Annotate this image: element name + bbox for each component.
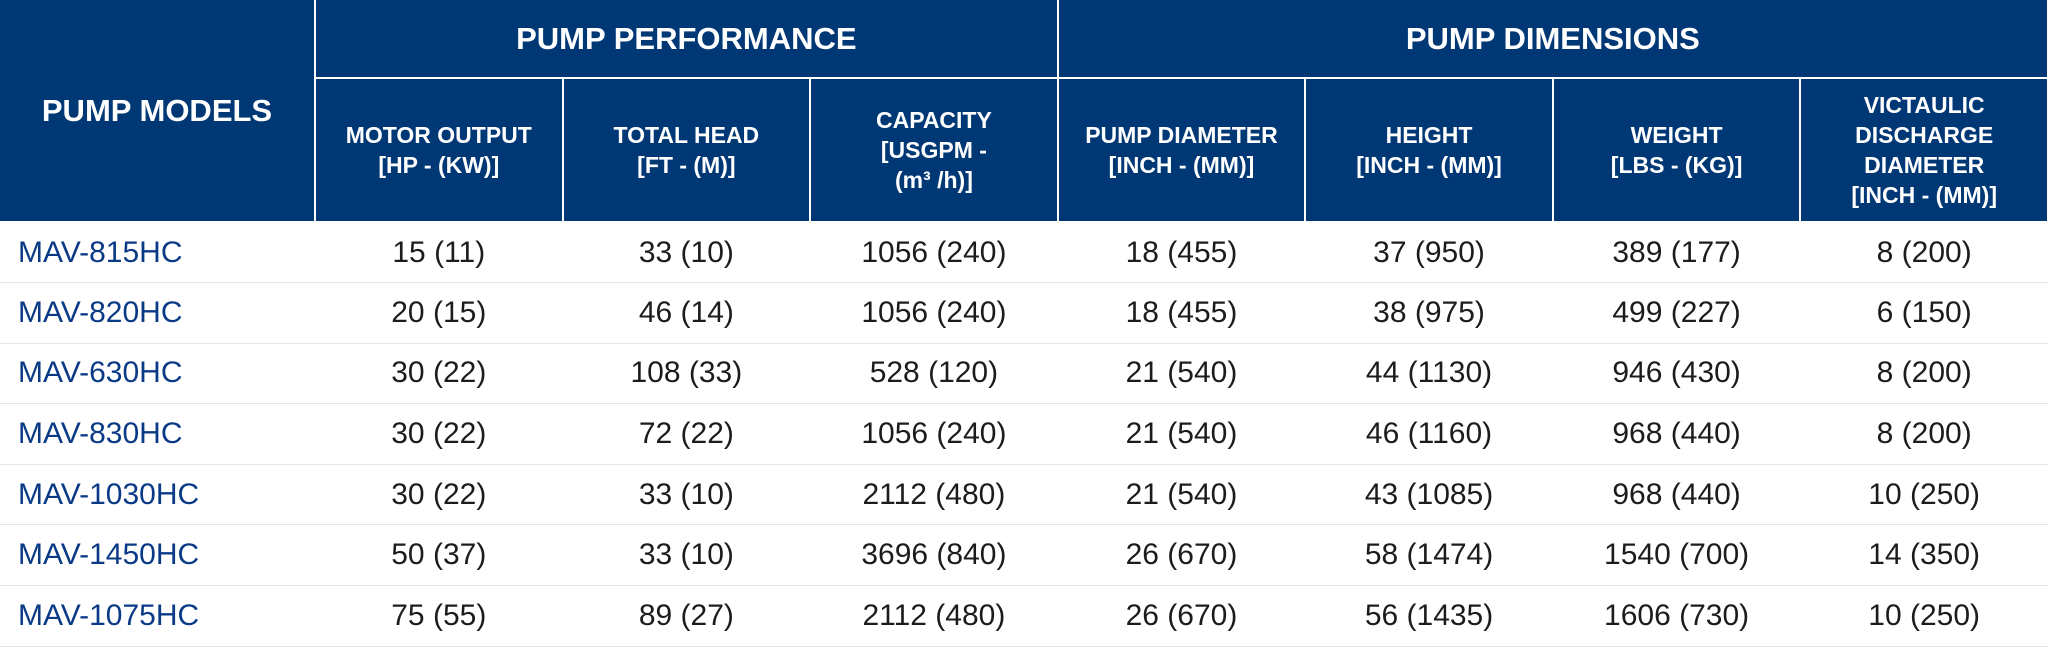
pump-diameter-cell: 21 (540) [1057, 403, 1306, 465]
pump-diameter-cell: 26 (670) [1057, 524, 1306, 587]
height-cell: 46 (1160) [1305, 403, 1553, 465]
table-row: MAV-820HC 20 (15) 46 (14) 1056 (240) 18 (455… [0, 282, 2048, 344]
weight-cell: 968 (440) [1552, 403, 1801, 465]
height-cell: 56 (1435) [1305, 585, 1553, 647]
table-header: PUMP MODELS PUMP PERFORMANCE PUMP DIMENS… [0, 0, 2048, 223]
motor-output-cell: 30 (22) [315, 464, 563, 526]
total-head-header: TOTAL HEAD [FT - (M)] [561, 77, 812, 223]
capacity-cell: 1056 (240) [810, 403, 1058, 465]
pump-dimensions-header: PUMP DIMENSIONS [1056, 0, 2048, 79]
total-head-cell: 89 (27) [562, 585, 811, 647]
model-name-cell: MAV-830HC [0, 403, 315, 465]
model-name-cell: MAV-630HC [0, 343, 315, 405]
weight-cell: 499 (227) [1552, 282, 1801, 344]
motor-output-cell: 30 (22) [315, 403, 563, 465]
capacity-cell: 1056 (240) [810, 282, 1058, 344]
model-name-cell: MAV-1030HC [0, 464, 315, 526]
pump-diameter-cell: 18 (455) [1057, 222, 1306, 284]
discharge-diameter-cell: 6 (150) [1800, 282, 2048, 344]
total-head-cell: 46 (14) [562, 282, 811, 344]
height-cell: 58 (1474) [1305, 524, 1553, 587]
table-row: MAV-630HC 30 (22) 108 (33) 528 (120) 21 (540… [0, 343, 2048, 405]
victaulic-discharge-diameter-header: VICTAULIC DISCHARGE DIAMETER [INCH - (MM… [1799, 77, 2048, 223]
discharge-diameter-cell: 8 (200) [1800, 222, 2048, 284]
height-cell: 37 (950) [1305, 222, 1553, 284]
weight-cell: 1606 (730) [1552, 585, 1801, 647]
weight-cell: 946 (430) [1552, 343, 1801, 405]
header-column-row: MOTOR OUTPUT [HP - (KW)] TOTAL HEAD [FT … [0, 77, 2048, 223]
pump-performance-header: PUMP PERFORMANCE [314, 0, 1059, 79]
discharge-diameter-cell: 8 (200) [1800, 403, 2048, 465]
height-cell: 38 (975) [1305, 282, 1553, 344]
pump-diameter-header: PUMP DIAMETER [INCH - (MM)] [1056, 77, 1307, 223]
capacity-cell: 2112 (480) [810, 585, 1058, 647]
pump-diameter-cell: 18 (455) [1057, 282, 1306, 344]
capacity-cell: 2112 (480) [810, 464, 1058, 526]
table-row: MAV-830HC 30 (22) 72 (22) 1056 (240) 21 (540… [0, 403, 2048, 465]
capacity-cell: 528 (120) [810, 343, 1058, 405]
height-header: HEIGHT [INCH - (MM)] [1304, 77, 1554, 223]
table-body: MAV-815HC 15 (11) 33 (10) 1056 (240) 18 (455… [0, 222, 2048, 647]
model-name-cell: MAV-1450HC [0, 524, 315, 587]
pump-diameter-cell: 21 (540) [1057, 343, 1306, 405]
height-cell: 44 (1130) [1305, 343, 1553, 405]
model-name-cell: MAV-820HC [0, 282, 315, 344]
motor-output-cell: 20 (15) [315, 282, 563, 344]
weight-cell: 1540 (700) [1552, 524, 1801, 587]
height-cell: 43 (1085) [1305, 464, 1553, 526]
total-head-cell: 108 (33) [562, 343, 811, 405]
weight-cell: 968 (440) [1552, 464, 1801, 526]
weight-cell: 389 (177) [1552, 222, 1801, 284]
discharge-diameter-cell: 8 (200) [1800, 343, 2048, 405]
motor-output-cell: 50 (37) [315, 524, 563, 587]
motor-output-header: MOTOR OUTPUT [HP - (KW)] [315, 77, 564, 223]
total-head-cell: 33 (10) [562, 464, 811, 526]
total-head-cell: 72 (22) [562, 403, 811, 465]
model-name-cell: MAV-815HC [0, 222, 315, 284]
pump-models-header: PUMP MODELS [0, 0, 316, 223]
motor-output-cell: 30 (22) [315, 343, 563, 405]
table-row: MAV-1450HC 50 (37) 33 (10) 3696 (840) 26 (67… [0, 524, 2048, 587]
total-head-cell: 33 (10) [562, 222, 811, 284]
motor-output-cell: 15 (11) [315, 222, 563, 284]
capacity-cell: 1056 (240) [810, 222, 1058, 284]
capacity-cell: 3696 (840) [810, 524, 1058, 587]
header-group-row: PUMP MODELS PUMP PERFORMANCE PUMP DIMENS… [0, 0, 2048, 223]
discharge-diameter-cell: 10 (250) [1800, 585, 2048, 647]
weight-header: WEIGHT [LBS - (KG)] [1551, 77, 1802, 223]
discharge-diameter-cell: 14 (350) [1800, 524, 2048, 587]
model-name-cell: MAV-1075HC [0, 585, 315, 647]
table-row: MAV-1075HC 75 (55) 89 (27) 2112 (480) 26 (67… [0, 585, 2048, 647]
table-row: MAV-1030HC 30 (22) 33 (10) 2112 (480) 21 (54… [0, 464, 2048, 526]
discharge-diameter-cell: 10 (250) [1800, 464, 2048, 526]
total-head-cell: 33 (10) [562, 524, 811, 587]
pump-diameter-cell: 26 (670) [1057, 585, 1306, 647]
capacity-header: CAPACITY [USGPM - (m³ /h)] [809, 77, 1059, 223]
table-row: MAV-815HC 15 (11) 33 (10) 1056 (240) 18 (455… [0, 222, 2048, 284]
motor-output-cell: 75 (55) [315, 585, 563, 647]
pump-diameter-cell: 21 (540) [1057, 464, 1306, 526]
